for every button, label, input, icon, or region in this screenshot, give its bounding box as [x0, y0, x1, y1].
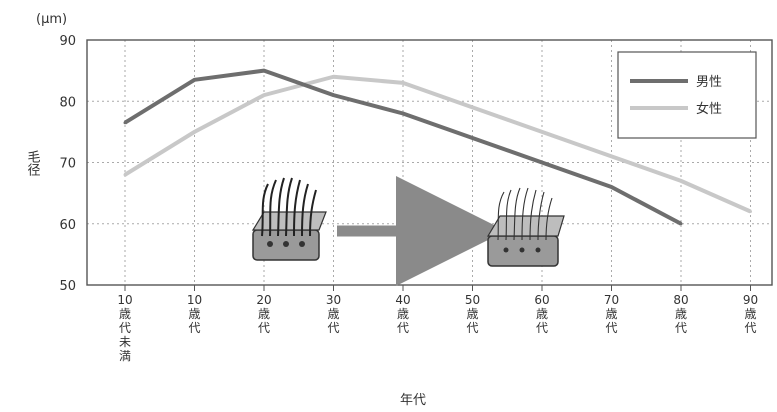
data-point-male [123, 121, 127, 125]
x-tick-label: 20 歳代 [256, 293, 271, 335]
data-point-male [332, 93, 335, 97]
data-point-female [123, 173, 127, 177]
x-tick-label: 60 歳代 [534, 293, 549, 335]
data-point-female [471, 105, 474, 109]
x-axis-label: 年代 [400, 393, 426, 408]
x-tick-label: 70 歳代 [604, 293, 619, 335]
legend: 男性 女性 [617, 51, 757, 139]
data-point-male [401, 112, 405, 115]
x-tick-label: 30 歳代 [326, 293, 341, 335]
series-lines [123, 68, 752, 226]
y-tick-label: 60 [59, 218, 76, 233]
series-line-female [123, 74, 752, 214]
hair-illustration-dense [251, 177, 327, 261]
data-point-male [471, 136, 474, 140]
data-point-female [401, 81, 405, 85]
data-point-female [193, 130, 196, 134]
x-tick-label: 90 歳代 [743, 293, 758, 335]
data-point-male [610, 185, 613, 189]
data-point-male [540, 161, 544, 164]
data-point-female [679, 179, 683, 183]
legend-label-female: 女性 [696, 101, 722, 117]
x-tick-label: 10 歳代未満 [117, 293, 132, 363]
legend-box [617, 51, 757, 139]
x-tick-label: 50 歳代 [465, 293, 480, 335]
legend-label-male: 男性 [696, 75, 722, 90]
x-tick-labels: 10 歳代未満 10 歳代 20 歳代 30 歳代 40 歳代 50 歳代 60 歳代 70 歳代 80 歳代 90… [117, 285, 758, 363]
data-point-female [262, 93, 266, 97]
unit-label: (μm) [36, 12, 67, 27]
y-axis-label: 毛径 [25, 150, 41, 176]
data-point-female [610, 154, 613, 158]
data-point-male [193, 78, 196, 82]
y-tick-labels: 50 60 70 80 90 [59, 34, 76, 294]
y-tick-label: 80 [59, 95, 76, 110]
y-tick-label: 50 [59, 279, 76, 294]
y-tick-label: 70 [59, 157, 76, 172]
y-tick-label: 90 [59, 34, 76, 49]
data-point-female [540, 130, 544, 134]
data-point-male [262, 69, 266, 73]
x-tick-label: 40 歳代 [395, 293, 410, 335]
data-point-female [749, 210, 752, 213]
data-point-male [679, 222, 683, 226]
x-tick-label: 80 歳代 [673, 293, 688, 335]
x-tick-label: 10 歳代 [187, 293, 202, 335]
data-point-female [332, 75, 335, 79]
hair-illustration-thin [486, 187, 565, 267]
